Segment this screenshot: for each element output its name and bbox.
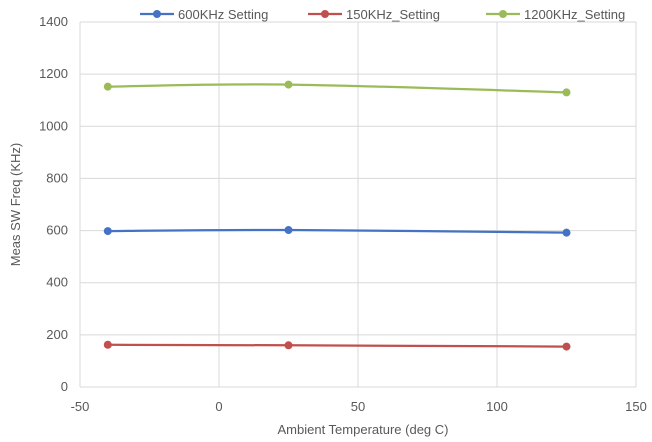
x-tick-label: 100: [486, 399, 508, 414]
series-line: [107, 228, 567, 234]
gridlines: [79, 21, 637, 388]
legend-label: 150KHz_Setting: [346, 7, 440, 22]
data-point: [103, 82, 112, 91]
legend-label: 600KHz Setting: [178, 7, 268, 22]
legend-label: 1200KHz_Setting: [524, 7, 625, 22]
x-tick-label: 50: [351, 399, 365, 414]
data-point: [562, 228, 571, 237]
y-tick-label: 200: [46, 327, 68, 342]
series-line: [107, 343, 567, 348]
data-point: [284, 341, 293, 350]
x-tick-label: -50: [71, 399, 90, 414]
y-axis-label: Meas SW Freq (KHz): [8, 143, 23, 267]
series-line: [107, 83, 567, 94]
data-point: [562, 88, 571, 97]
legend-marker: [499, 10, 507, 18]
data-point: [103, 227, 112, 236]
y-tick-label: 1200: [39, 66, 68, 81]
y-tick-label: 1400: [39, 14, 68, 29]
series-layer: [103, 80, 571, 351]
data-point: [284, 80, 293, 89]
y-tick-label: 800: [46, 170, 68, 185]
y-tick-label: 400: [46, 275, 68, 290]
legend: 600KHz Setting 150KHz_Setting 1200KHz_Sett…: [140, 7, 625, 22]
data-point: [284, 226, 293, 235]
y-tick-label: 1000: [39, 118, 68, 133]
y-tick-label: 0: [61, 379, 68, 394]
x-tick-label: 0: [215, 399, 222, 414]
x-tick-label: 150: [625, 399, 647, 414]
y-tick-label: 600: [46, 223, 68, 238]
legend-marker: [153, 10, 161, 18]
data-point: [562, 342, 571, 351]
data-point: [103, 340, 112, 349]
x-axis-label: Ambient Temperature (deg C): [277, 422, 448, 437]
legend-marker: [321, 10, 329, 18]
